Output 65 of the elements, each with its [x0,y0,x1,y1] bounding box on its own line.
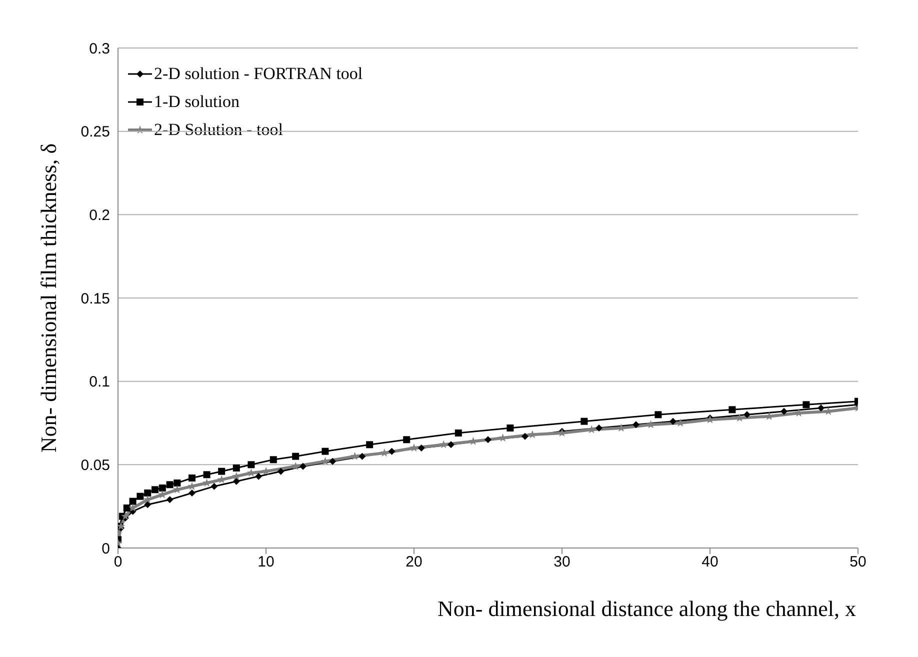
point [166,496,174,504]
point [744,411,750,418]
point [780,408,788,415]
point [277,468,284,475]
point [670,418,676,425]
point [580,418,588,425]
point [403,436,410,444]
point [292,452,300,460]
point [270,456,277,464]
point [174,480,181,486]
point [448,441,454,448]
point [632,421,640,428]
point [232,478,240,485]
point [454,430,462,436]
point [654,411,662,418]
y-tick-label: 0.3 [89,40,110,58]
point [203,471,210,478]
x-tick-label: 10 [258,554,274,571]
point [596,424,602,432]
x-tick-label: 20 [406,554,422,571]
point [300,462,306,470]
point [210,482,218,490]
point [728,406,736,414]
legend-label: 1-D solution [154,91,240,113]
point [136,492,144,500]
point [123,504,130,512]
point [484,436,492,444]
point [144,501,152,508]
x-axis-title: Non- dimensional distance along the channel, x [438,596,856,621]
point [218,468,226,475]
point [152,486,158,494]
point [329,458,336,465]
legend-label: 2-D solution - FORTRAN tool [154,63,363,85]
point [366,441,374,448]
point [188,490,196,496]
y-tick-label: 0.25 [80,124,110,141]
point [587,425,596,434]
point [506,424,514,432]
point [388,448,396,455]
x-tick-label: 50 [850,554,866,571]
point [188,474,196,482]
point [232,464,240,472]
x-tick-label: 40 [702,554,718,571]
x-tick-label: 0 [114,554,122,571]
y-axis-title: Non- dimensional film thickness, δ [36,143,61,453]
point [121,512,130,520]
point [255,472,262,480]
point [129,498,136,505]
y-tick-label: 0.15 [80,290,110,308]
point [358,452,366,460]
point [522,432,528,440]
point [322,448,329,455]
point [418,444,425,452]
x-tick-label: 30 [554,554,570,571]
y-tick-label: 0 [102,540,110,558]
point [118,522,126,530]
y-tick-label: 0.2 [89,206,110,224]
point [248,461,255,468]
point [144,490,152,496]
point [818,404,824,412]
y-tick-label: 0.05 [80,456,110,474]
point [802,401,810,408]
point [158,484,166,492]
y-tick-label: 0.1 [89,374,110,391]
point [166,481,174,488]
